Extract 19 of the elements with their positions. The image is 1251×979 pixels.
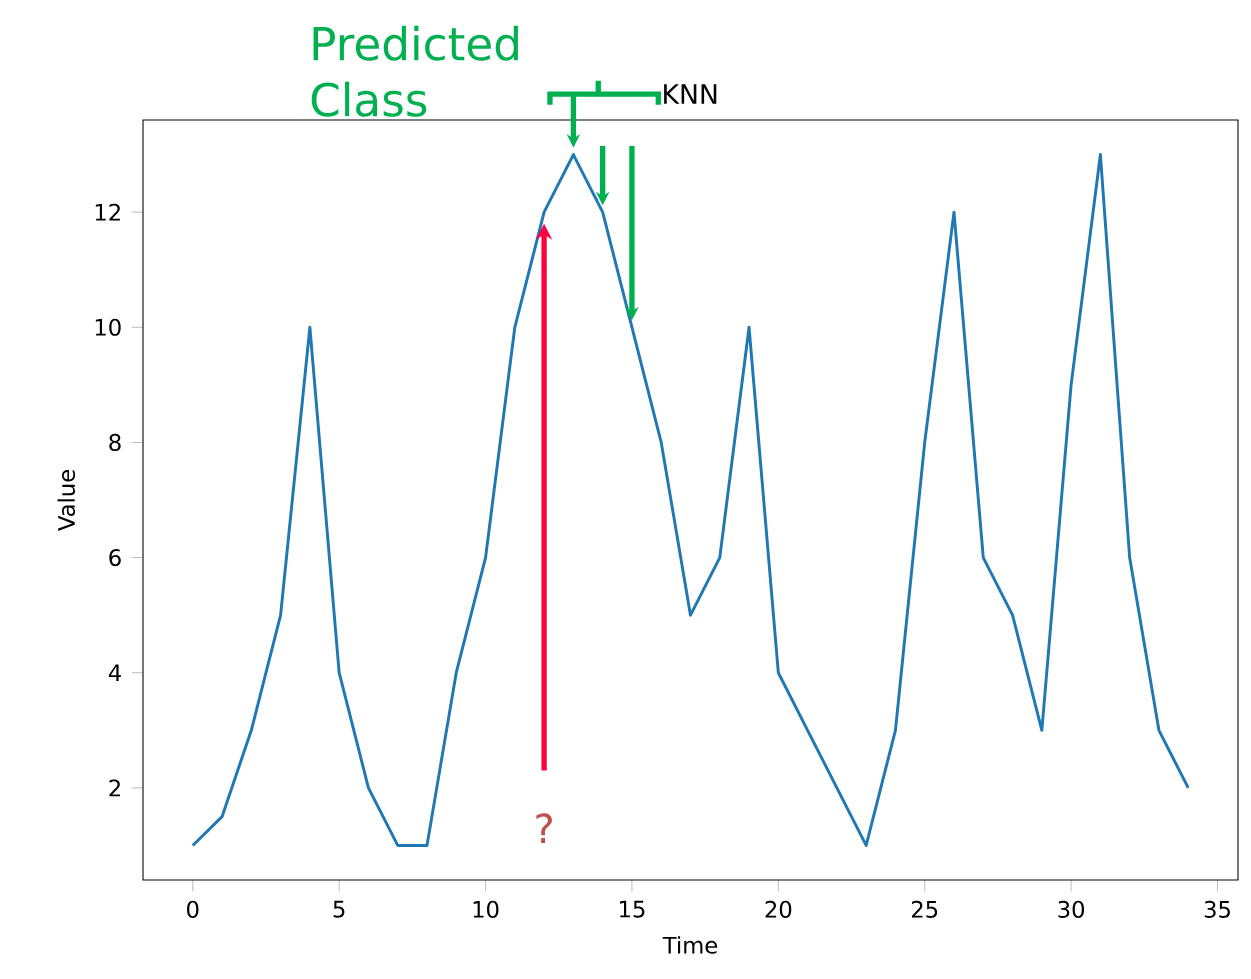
y-tick-label: 4 (108, 664, 121, 681)
x-tick-label: 20 (765, 900, 792, 918)
x-tick-label: 0 (187, 900, 199, 918)
y-axis-title: Value (57, 470, 76, 531)
x-tick-label: 30 (1058, 900, 1085, 918)
x-axis-title: Time (662, 936, 718, 954)
y-tick-label: 6 (109, 549, 121, 567)
annotation: Predicted Class (311, 25, 518, 117)
y-tick-label: 2 (109, 779, 120, 797)
x-tick-label: 15 (620, 900, 645, 918)
y-tick-label: 12 (95, 203, 120, 221)
y-tick-label: 8 (109, 433, 121, 452)
x-tick-label: 35 (1204, 900, 1230, 918)
x-tick-label: 5 (333, 900, 345, 918)
x-tick-label: 10 (473, 900, 499, 918)
x-tick-label: 25 (911, 900, 938, 918)
y-tick-label: 10 (95, 318, 121, 336)
annotation: ? (536, 813, 552, 844)
text: KNN (664, 84, 717, 104)
